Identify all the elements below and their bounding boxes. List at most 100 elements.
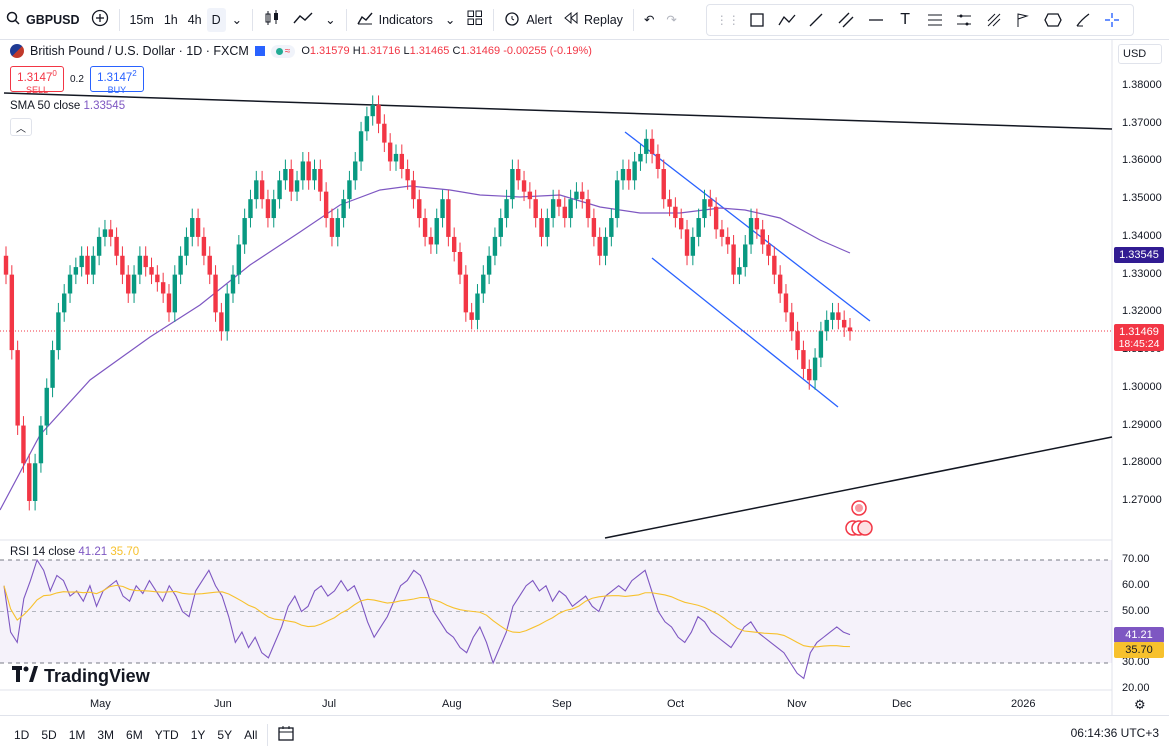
time-axis-label: May [90, 698, 111, 710]
path-tool-icon[interactable] [777, 10, 797, 30]
candle-body [62, 293, 67, 313]
range-1d[interactable]: 1D [14, 727, 30, 742]
text-tool-icon[interactable]: T [900, 11, 911, 28]
range-1m[interactable]: 1M [68, 727, 86, 742]
rectangle-tool-icon[interactable] [747, 10, 767, 30]
candle-body [230, 274, 236, 294]
shape-tool-icon[interactable] [1043, 10, 1063, 30]
chart-type-dropdown[interactable]: ⌄ [319, 0, 341, 40]
close-value: 1.31469 [460, 45, 501, 57]
candle-body [434, 218, 439, 245]
compare-button[interactable] [85, 0, 115, 40]
candle-body [836, 312, 841, 320]
trend-line-tool-icon[interactable] [806, 10, 826, 30]
rsi-value: 41.21 [78, 546, 108, 558]
candle-body [417, 199, 422, 219]
price-axis-label: 1.37000 [1122, 116, 1162, 129]
candle-body [777, 274, 783, 294]
range-ytd[interactable]: YTD [154, 727, 179, 742]
economic-events-icon[interactable] [842, 498, 876, 538]
candle-body [667, 199, 672, 207]
candle-body [673, 206, 678, 219]
interval-15m[interactable]: 15m [129, 12, 154, 27]
settings-gear-icon[interactable]: ⚙ [1134, 697, 1146, 712]
interval-d[interactable]: D [206, 7, 226, 32]
currency-button[interactable]: USD [1118, 44, 1162, 64]
symbol-title: British Pound / U.S. Dollar · 1D · FXCM [30, 44, 249, 58]
sma-legend[interactable]: SMA 50 close 1.33545 [10, 100, 126, 112]
undo-button[interactable]: ↶ [638, 0, 660, 40]
candle-body [289, 169, 294, 192]
candle-body [166, 293, 172, 313]
indicators-button[interactable]: Indicators [351, 0, 439, 40]
range-1y[interactable]: 1Y [190, 727, 206, 742]
change-value: -0.00255 (-0.19%) [503, 45, 592, 57]
buy-button[interactable]: 1.31472 BUY [89, 66, 144, 95]
parallel-channel-tool-icon[interactable] [836, 10, 856, 30]
price-axis-label: 1.34000 [1122, 229, 1162, 242]
separator [493, 8, 495, 31]
candle-body [114, 236, 119, 256]
candle-body [236, 244, 242, 275]
collapse-legend-button[interactable]: ︿ [10, 118, 32, 136]
horizontal-line-tool-icon[interactable] [866, 10, 886, 30]
utc-clock[interactable]: 06:14:36 UTC+3 [1070, 726, 1159, 740]
resistance-trendline [3, 92, 1113, 130]
alert-button[interactable]: Alert [498, 0, 558, 40]
sma-price-tag: 1.33545 [1114, 247, 1164, 263]
candle-body [451, 236, 457, 252]
brush-tool-icon[interactable] [1073, 10, 1093, 30]
candle-body [737, 267, 742, 275]
candle-body [498, 218, 503, 237]
candle-body [684, 229, 690, 256]
sma-value: 1.33545 [83, 100, 126, 112]
rsi-legend[interactable]: RSI 14 close 41.21 35.70 [10, 546, 140, 558]
drag-handle-icon[interactable]: ⋮⋮ [715, 13, 740, 27]
candle-body [748, 218, 754, 245]
candle-body [73, 267, 79, 275]
candle-body [300, 161, 306, 181]
bookmark-icon[interactable] [254, 46, 265, 56]
calendar-icon[interactable] [272, 725, 300, 744]
gbp-usd-flag-icon [10, 44, 24, 58]
tradingview-logo[interactable]: TradingView [12, 666, 150, 687]
candle-body [370, 104, 375, 117]
interval-4h[interactable]: 4h [187, 12, 202, 27]
interval-dropdown[interactable]: ⌄ [226, 0, 248, 40]
range-5d[interactable]: 5D [41, 727, 57, 742]
rsi-ma-price-tag: 35.70 [1114, 642, 1164, 658]
candle-body [387, 142, 393, 162]
candle-body [527, 191, 533, 200]
line-type-button[interactable] [287, 0, 319, 40]
candle-body [259, 180, 265, 200]
low-value: 1.31465 [409, 45, 450, 57]
range-5y[interactable]: 5Y [217, 727, 233, 742]
last-price-tag: 1.31469 18:45:24 [1114, 324, 1164, 351]
market-status-badge[interactable]: ≈ [270, 44, 296, 58]
fib-tool-icon[interactable] [925, 10, 945, 30]
interval-1h[interactable]: 1h [163, 12, 178, 27]
candle-body [56, 312, 61, 351]
pitchfork-tool-icon[interactable] [984, 10, 1004, 30]
candles-type-button[interactable] [257, 0, 287, 40]
symbol-search[interactable]: GBPUSD [0, 0, 85, 40]
candle-body [248, 199, 253, 219]
candle-body [265, 199, 271, 219]
gann-tool-icon[interactable] [954, 10, 974, 30]
layouts-button[interactable] [461, 0, 489, 40]
rsi-price-tag: 41.21 [1114, 627, 1164, 643]
indicators-dropdown[interactable]: ⌄ [439, 0, 461, 40]
replay-button[interactable]: Replay [558, 0, 629, 40]
time-axis-label: Sep [552, 698, 572, 710]
candle-body [626, 169, 632, 181]
grid-icon [467, 10, 483, 29]
crosshair-tool-icon[interactable] [1102, 10, 1122, 30]
forecast-tool-icon[interactable] [1013, 10, 1033, 30]
candle-body [812, 357, 818, 381]
range-6m[interactable]: 6M [126, 727, 143, 742]
redo-button[interactable]: ↷ [660, 0, 682, 40]
range-3m[interactable]: 3M [97, 727, 115, 742]
range-all[interactable]: All [244, 727, 258, 742]
sell-button[interactable]: 1.31470 SELL [10, 66, 64, 95]
